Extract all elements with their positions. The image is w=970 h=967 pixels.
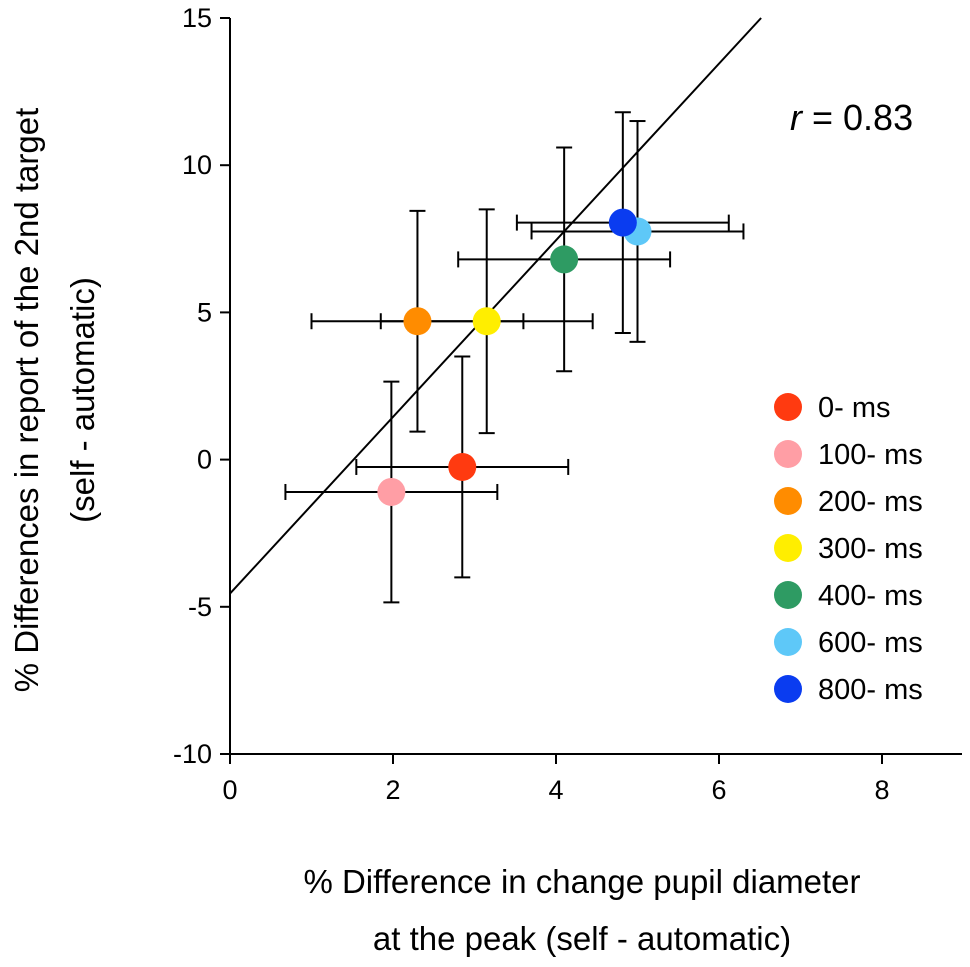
x-axis-title-line-1: % Difference in change pupil diameter — [303, 863, 860, 900]
legend-label: 600- ms — [818, 627, 923, 659]
legend-marker — [774, 628, 802, 656]
data-point-100ms — [377, 477, 406, 506]
legend-label: 0- ms — [818, 392, 891, 424]
fit-line-group — [229, 17, 762, 595]
x-tick-label: 8 — [874, 775, 889, 805]
y-tick-label: 10 — [182, 150, 212, 180]
x-tick-label: 2 — [385, 775, 400, 805]
legend-marker — [774, 393, 802, 421]
y-tick-label: 15 — [182, 3, 212, 33]
legend-label: 300- ms — [818, 533, 923, 565]
legend-label: 400- ms — [818, 580, 923, 612]
y-tick-label: 0 — [197, 445, 212, 475]
data-point-300ms — [472, 307, 501, 336]
data-point-200ms — [403, 307, 432, 336]
legend-marker — [774, 487, 802, 515]
legend-marker — [774, 440, 802, 468]
data-points — [377, 208, 652, 506]
correlation-annotation: r = 0.83 — [790, 97, 913, 138]
x-tick-label: 6 — [711, 775, 726, 805]
y-tick-label: 5 — [197, 297, 212, 327]
correlation-symbol: r — [790, 97, 804, 138]
legend-marker — [774, 534, 802, 562]
x-tick-label: 0 — [222, 775, 237, 805]
y-axis-title-line-2: (self - automatic) — [64, 277, 101, 523]
data-point-400ms — [550, 245, 579, 274]
x-axis-title-line-2: at the peak (self - automatic) — [373, 920, 791, 957]
legend-label: 800- ms — [818, 674, 923, 706]
data-point-0ms — [448, 452, 477, 481]
y-axis-title-line-1: % Differences in report of the 2nd targe… — [8, 108, 45, 693]
error-bars — [284, 111, 745, 604]
y-tick-label: -5 — [188, 592, 212, 622]
legend: 0- ms 100- ms 200- ms 300- ms 400- ms 600- ms… — [774, 392, 923, 706]
legend-label: 200- ms — [818, 486, 923, 518]
regression-line — [229, 17, 762, 595]
x-tick-label: 4 — [548, 775, 563, 805]
legend-label: 100- ms — [818, 439, 923, 471]
y-tick-label: -10 — [173, 739, 212, 769]
correlation-value: = 0.83 — [802, 97, 913, 138]
legend-marker — [774, 675, 802, 703]
axes: -10 -5 0 5 10 15 0 2 4 6 8 — [173, 3, 962, 805]
legend-marker — [774, 581, 802, 609]
data-point-800ms — [608, 208, 637, 237]
